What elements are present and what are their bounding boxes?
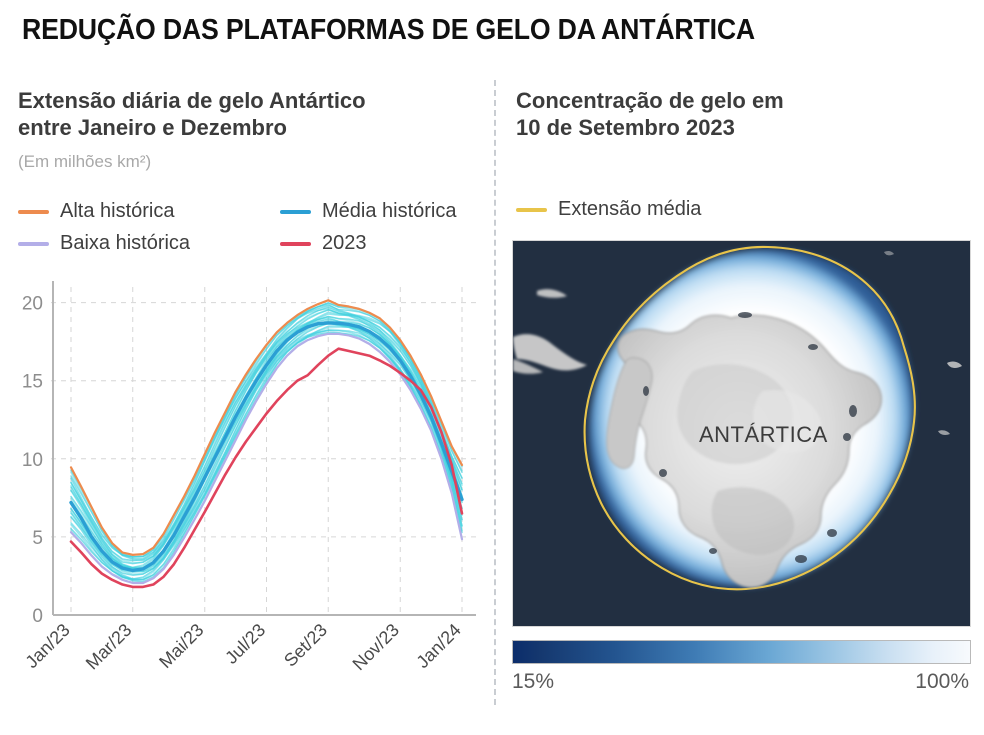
right-panel-title: Concentração de gelo em 10 de Setembro 2… xyxy=(516,88,784,140)
legend-item-alta-historica[interactable]: Alta histórica xyxy=(18,200,280,223)
y-axis-tick-label: 20 xyxy=(22,294,43,315)
legend-swatch-alta-historica xyxy=(18,209,49,214)
x-axis-tick-label: Set/23 xyxy=(280,620,331,671)
line-chart: 0 5 10 15 20 Jan/23 Mar/23 Mai/23 Jul/23 Set/23 N… xyxy=(0,275,495,725)
chart-y-axis: 0 5 10 15 20 xyxy=(22,294,43,627)
colorbar-gradient xyxy=(512,640,971,664)
x-axis-tick-label: Jan/24 xyxy=(412,620,464,672)
x-axis-tick-label: Jan/23 xyxy=(21,620,73,672)
legend-item-media-historica[interactable]: Média histórica xyxy=(280,200,457,223)
antarctica-map[interactable]: ANTÁRTICA xyxy=(512,240,971,627)
colorbar-min-label: 15% xyxy=(512,670,555,693)
chart-line-m-dia-hist-rica xyxy=(69,321,464,573)
page-title: REDUÇÃO DAS PLATAFORMAS DE GELO DA ANTÁR… xyxy=(22,14,755,46)
y-axis-tick-label: 5 xyxy=(32,528,43,549)
antarctica-map-svg xyxy=(513,241,970,626)
legend-item-2023[interactable]: 2023 xyxy=(280,232,367,255)
x-axis-tick-label: Jul/23 xyxy=(221,620,269,668)
map-legend: Extensão média xyxy=(516,198,701,221)
x-axis-tick-label: Mar/23 xyxy=(82,620,136,674)
y-axis-tick-label: 15 xyxy=(22,372,43,393)
y-axis-tick-label: 0 xyxy=(32,606,43,627)
small-island-top xyxy=(884,250,894,256)
legend-swatch-extensao-media xyxy=(516,207,547,212)
legend-swatch-baixa-historica xyxy=(18,241,49,246)
legend-label-2023: 2023 xyxy=(322,232,367,254)
antarctica-landmass xyxy=(606,314,882,588)
legend-label-baixa-historica: Baixa histórica xyxy=(60,232,191,254)
left-panel-subtitle: (Em milhões km²) xyxy=(18,152,152,171)
coastal-detail xyxy=(643,312,857,563)
chart-svg: 0 5 10 15 20 Jan/23 Mar/23 Mai/23 Jul/23 Set/23 N… xyxy=(21,281,476,674)
median-extent-outline xyxy=(583,245,916,591)
legend-label-extensao-media: Extensão média xyxy=(558,198,702,220)
legend-swatch-2023 xyxy=(280,241,311,246)
x-axis-tick-label: Mai/23 xyxy=(155,620,207,672)
chart-line-2023 xyxy=(69,347,464,589)
chart-series xyxy=(69,299,464,589)
colorbar-max-label: 100% xyxy=(915,670,969,693)
legend-item-baixa-historica[interactable]: Baixa histórica xyxy=(18,232,280,255)
chart-legend: Alta histórica Média histórica Baixa his… xyxy=(18,200,488,264)
south-america-tip xyxy=(513,289,587,374)
chart-x-axis: Jan/23 Mar/23 Mai/23 Jul/23 Set/23 Nov/23 Jan/… xyxy=(21,620,464,674)
legend-label-media-historica: Média histórica xyxy=(322,200,457,222)
legend-item-extensao-media[interactable]: Extensão média xyxy=(516,198,701,221)
ice-concentration-panel: Concentração de gelo em 10 de Setembro 2… xyxy=(496,80,984,735)
concentration-colorbar: 15% 100% xyxy=(512,640,971,694)
legend-swatch-media-historica xyxy=(280,209,311,214)
x-axis-tick-label: Nov/23 xyxy=(349,620,403,674)
left-panel-title: Extensão diária de gelo Antártico entre … xyxy=(18,88,366,140)
ice-extent-panel: Extensão diária de gelo Antártico entre … xyxy=(0,80,495,735)
small-island-right-lower xyxy=(938,430,950,435)
panel-divider xyxy=(494,80,496,705)
chart-axis-lines xyxy=(52,281,476,616)
legend-label-alta-historica: Alta histórica xyxy=(60,200,175,222)
chart-line-alta-hist-rica xyxy=(69,299,464,556)
small-island-right xyxy=(947,361,962,368)
y-axis-tick-label: 10 xyxy=(22,450,43,471)
